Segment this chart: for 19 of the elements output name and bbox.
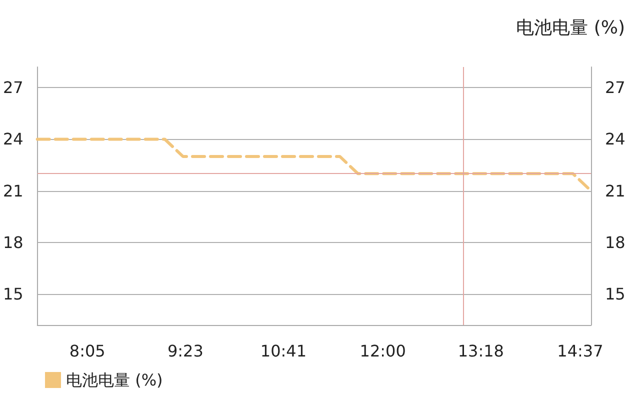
chart-title: 电池电量 (%) [516, 18, 626, 38]
y-tick-label: 21 [3, 181, 24, 200]
y-tick-label: 15 [3, 284, 24, 304]
x-tick-label: 13:18 [458, 342, 504, 360]
x-tick-label: 14:37 [557, 342, 604, 360]
y2-tick-label: 21 [605, 181, 626, 200]
x-tick-label: 8:05 [69, 342, 106, 360]
y2-tick-label: 15 [605, 284, 626, 304]
y-tick-label: 27 [3, 78, 24, 98]
legend-label: 电池电量 (%) [66, 370, 163, 390]
line-series [36, 138, 592, 192]
y-tick-label: 24 [3, 130, 24, 149]
y-tick-label: 18 [3, 232, 24, 252]
x-tick-label: 9:23 [167, 342, 204, 360]
x-tick-label: 10:41 [260, 342, 307, 360]
y2-tick-label: 18 [605, 232, 626, 252]
x-tick-label: 12:00 [360, 342, 406, 360]
y2-tick-label: 24 [605, 130, 626, 149]
y2-tick-label: 27 [605, 78, 626, 98]
